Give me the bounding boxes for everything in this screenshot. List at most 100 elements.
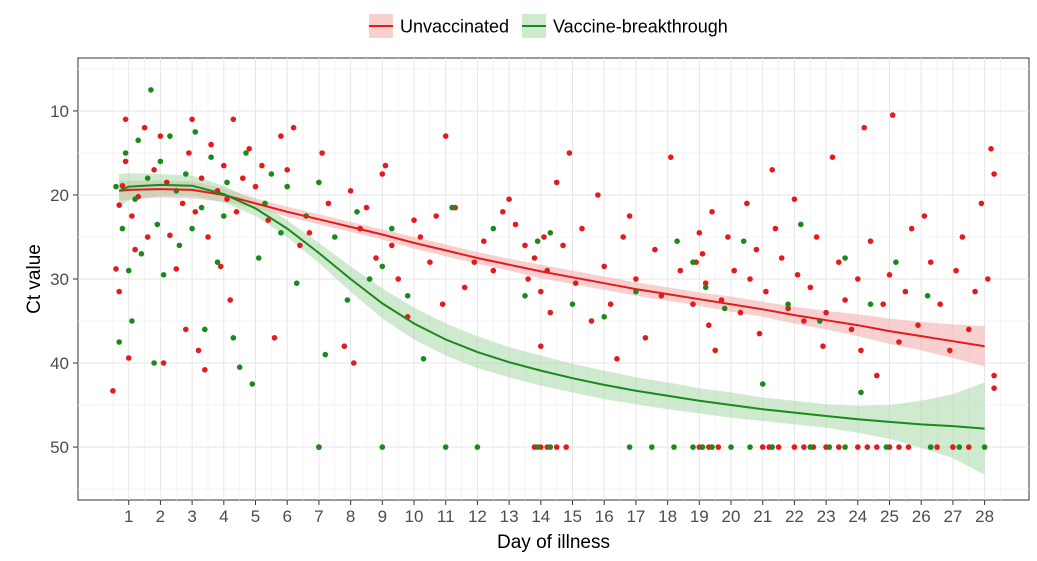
data-point-unvaccinated <box>116 202 122 208</box>
data-point-unvaccinated <box>179 200 186 207</box>
data-point-vaccine-breakthrough <box>284 183 291 190</box>
x-tick-label: 13 <box>500 507 519 526</box>
data-point-unvaccinated <box>763 288 769 295</box>
data-point-unvaccinated <box>959 234 966 240</box>
data-point-vaccine-breakthrough <box>198 204 205 211</box>
data-point-vaccine-breakthrough <box>116 339 122 345</box>
data-point-unvaccinated <box>132 246 138 253</box>
data-point-unvaccinated <box>874 444 880 450</box>
data-point-unvaccinated <box>709 209 715 215</box>
data-point-unvaccinated <box>379 171 386 177</box>
data-point-unvaccinated <box>807 284 814 291</box>
data-point-vaccine-breakthrough <box>740 238 747 244</box>
data-point-unvaccinated <box>427 259 433 266</box>
data-point-unvaccinated <box>905 444 912 450</box>
data-point-unvaccinated <box>202 367 208 373</box>
data-point-vaccine-breakthrough <box>189 225 195 232</box>
data-point-vaccine-breakthrough <box>148 87 154 93</box>
data-point-vaccine-breakthrough <box>569 301 576 308</box>
data-point-unvaccinated <box>189 116 195 123</box>
data-point-unvaccinated <box>731 267 737 274</box>
data-point-unvaccinated <box>778 255 785 261</box>
data-point-vaccine-breakthrough <box>747 444 753 450</box>
x-tick-label: 2 <box>156 507 165 526</box>
data-point-unvaccinated <box>110 388 116 394</box>
data-point-unvaccinated <box>395 276 402 282</box>
data-point-unvaccinated <box>677 267 684 274</box>
data-point-unvaccinated <box>198 175 205 181</box>
data-point-unvaccinated <box>389 242 395 249</box>
data-point-unvaccinated <box>927 259 934 266</box>
data-point-unvaccinated <box>259 162 265 169</box>
x-tick-label: 1 <box>124 507 133 526</box>
data-point-unvaccinated <box>531 255 538 261</box>
data-point-vaccine-breakthrough <box>379 444 386 450</box>
data-point-vaccine-breakthrough <box>316 179 322 186</box>
data-point-vaccine-breakthrough <box>224 179 230 186</box>
data-point-unvaccinated <box>442 133 449 139</box>
data-point-vaccine-breakthrough <box>366 276 373 282</box>
x-tick-label: 18 <box>658 507 677 526</box>
data-point-unvaccinated <box>699 251 706 257</box>
data-point-unvaccinated <box>633 276 639 282</box>
data-point-unvaccinated <box>652 246 658 253</box>
x-tick-label: 4 <box>219 507 228 526</box>
data-point-vaccine-breakthrough <box>449 204 455 211</box>
x-tick-label: 9 <box>378 507 387 526</box>
data-point-vaccine-breakthrough <box>249 381 256 387</box>
data-point-unvaccinated <box>265 217 272 223</box>
data-point-unvaccinated <box>579 225 585 232</box>
data-point-unvaccinated <box>966 326 972 333</box>
data-point-unvaccinated <box>867 238 874 244</box>
legend-label: Vaccine-breakthrough <box>553 17 728 37</box>
y-tick-label: 20 <box>50 186 69 205</box>
trend-lines <box>118 183 985 430</box>
x-tick-label: 28 <box>975 507 994 526</box>
data-point-unvaccinated <box>921 213 928 219</box>
x-axis-title: Day of illness <box>497 532 610 553</box>
data-point-vaccine-breakthrough <box>332 234 338 240</box>
data-point-unvaccinated <box>991 385 997 392</box>
data-point-unvaccinated <box>566 150 573 156</box>
data-point-unvaccinated <box>966 444 972 450</box>
data-point-vaccine-breakthrough <box>167 133 173 139</box>
data-point-unvaccinated <box>125 355 132 361</box>
data-point-unvaccinated <box>208 141 214 148</box>
data-point-unvaccinated <box>744 200 750 207</box>
data-point-unvaccinated <box>297 242 303 249</box>
data-point-unvaccinated <box>363 204 370 211</box>
data-point-unvaccinated <box>756 330 763 337</box>
data-point-unvaccinated <box>836 444 842 450</box>
data-point-unvaccinated <box>829 154 836 160</box>
data-point-unvaccinated <box>240 175 246 181</box>
x-tick-label: 5 <box>251 507 260 526</box>
data-point-unvaccinated <box>192 209 199 215</box>
data-point-vaccine-breakthrough <box>490 225 497 232</box>
data-point-vaccine-breakthrough <box>690 259 696 266</box>
data-point-unvaccinated <box>937 301 943 308</box>
data-point-unvaccinated <box>896 444 902 450</box>
data-point-unvaccinated <box>553 444 560 450</box>
data-point-unvaccinated <box>801 318 807 324</box>
data-point-unvaccinated <box>988 146 994 152</box>
data-point-unvaccinated <box>791 196 798 202</box>
data-point-unvaccinated <box>129 213 135 219</box>
data-point-vaccine-breakthrough <box>702 284 709 291</box>
data-point-unvaccinated <box>620 234 626 240</box>
data-point-vaccine-breakthrough <box>221 213 227 219</box>
x-tick-label: 14 <box>531 507 550 526</box>
data-point-unvaccinated <box>886 272 893 278</box>
x-tick-label: 22 <box>785 507 804 526</box>
data-point-vaccine-breakthrough <box>721 305 728 312</box>
data-point-unvaccinated <box>785 305 791 312</box>
x-tick-label: 6 <box>282 507 291 526</box>
data-point-vaccine-breakthrough <box>255 255 262 261</box>
y-tick-label: 10 <box>50 102 69 121</box>
data-point-unvaccinated <box>230 116 237 123</box>
data-point-unvaccinated <box>991 171 997 177</box>
data-point-unvaccinated <box>227 297 233 303</box>
x-tick-label: 11 <box>437 507 455 526</box>
data-point-unvaccinated <box>122 158 129 165</box>
data-point-vaccine-breakthrough <box>690 444 696 450</box>
data-point-unvaccinated <box>461 284 468 291</box>
